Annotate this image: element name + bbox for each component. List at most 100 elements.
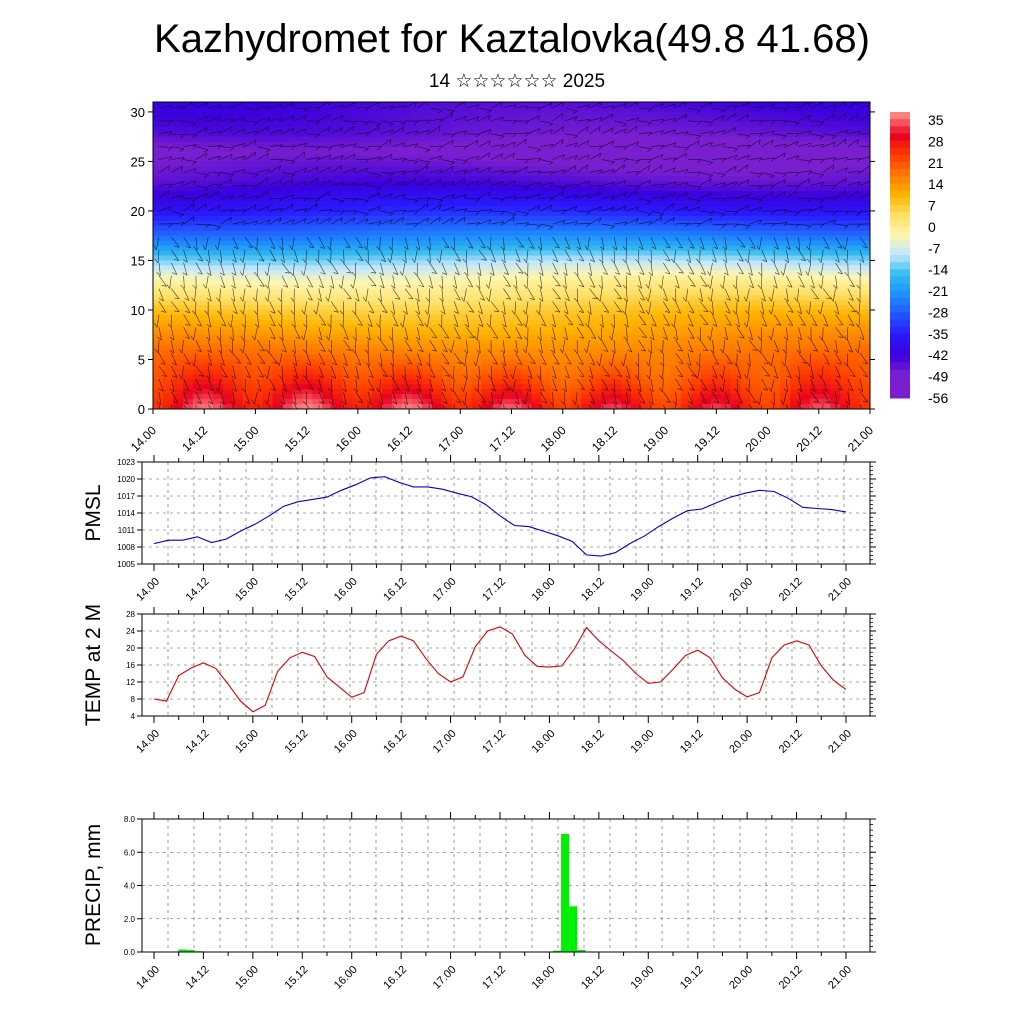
heatmap-cell <box>621 126 632 133</box>
heatmap-cell <box>431 191 443 197</box>
heatmap-cell <box>800 285 811 291</box>
heatmap-cell <box>690 235 702 242</box>
heatmap-cell <box>561 339 572 346</box>
heatmap-cell <box>531 106 542 113</box>
heatmap-cell <box>192 146 204 153</box>
heatmap-cell <box>153 309 164 316</box>
heatmap-cell <box>660 399 672 405</box>
heatmap-cell <box>621 171 632 177</box>
heatmap-cell <box>621 131 632 138</box>
heatmap-cell <box>680 339 692 346</box>
heatmap-cell <box>860 374 870 380</box>
wind-barb <box>589 102 602 109</box>
heatmap-cell <box>780 344 791 351</box>
heatmap-cell <box>531 260 542 266</box>
heatmap-cell <box>431 324 443 331</box>
heatmap-cell <box>730 354 742 361</box>
heatmap-cell <box>282 374 294 380</box>
heatmap-cell <box>760 339 772 346</box>
heatmap-cell <box>342 235 353 242</box>
heatmap-cell <box>531 275 542 281</box>
heatmap-cell <box>830 176 841 182</box>
heatmap-cell <box>212 141 224 148</box>
heatmap-cell <box>591 285 602 291</box>
heatmap-cell <box>382 205 393 212</box>
heatmap-cell <box>810 235 821 242</box>
wind-barb <box>281 115 295 122</box>
heatmap-cell <box>820 369 831 375</box>
heatmap-cell <box>690 305 702 311</box>
heatmap-cell <box>431 404 443 409</box>
heatmap-cell <box>750 260 762 266</box>
heatmap-cell <box>750 116 762 123</box>
heatmap-cell <box>222 384 234 390</box>
heatmap-cell <box>551 260 562 266</box>
heatmap-cell <box>322 235 333 242</box>
heatmap-cell <box>242 191 254 197</box>
heatmap-cell <box>680 364 692 370</box>
heatmap-cell <box>342 379 353 385</box>
heatmap-cell <box>511 334 523 341</box>
heatmap-cell <box>700 369 712 375</box>
wind-barb-flag <box>709 142 713 147</box>
heatmap-cell <box>162 329 174 336</box>
heatmap-cell <box>800 384 811 390</box>
heatmap-cell <box>850 404 861 409</box>
heatmap-cell <box>591 161 602 167</box>
heatmap-cell <box>421 245 433 252</box>
heatmap-cell <box>710 374 722 380</box>
heatmap-cell <box>840 121 851 128</box>
heatmap-cell <box>242 255 254 262</box>
heatmap-cell <box>511 181 523 187</box>
heatmap-cell <box>172 354 184 361</box>
heatmap-cell <box>272 404 284 409</box>
heatmap-cell <box>631 349 642 356</box>
heatmap-cell <box>272 260 284 266</box>
heatmap-cell <box>650 270 662 276</box>
heatmap-cell <box>441 205 453 212</box>
heatmap-cell <box>172 136 184 143</box>
heatmap-cell <box>511 106 523 113</box>
heatmap-cell <box>202 314 214 321</box>
heatmap-cell <box>631 329 642 336</box>
heatmap-cell <box>302 280 313 286</box>
heatmap-cell <box>202 290 214 296</box>
heatmap-cell <box>401 344 413 351</box>
heatmap-cell <box>820 334 831 341</box>
heatmap-cell <box>611 389 622 395</box>
heatmap-cell <box>640 300 652 306</box>
heatmap-cell <box>581 106 592 113</box>
heatmap-cell <box>252 102 264 108</box>
heatmap-cell <box>690 186 702 192</box>
heatmap-cell <box>531 295 542 301</box>
heatmap-cell <box>392 280 403 286</box>
heatmap-cell <box>860 171 870 177</box>
heatmap-cell <box>810 136 821 143</box>
heatmap-cell <box>392 250 403 257</box>
heatmap-cell <box>312 260 323 266</box>
heatmap-cell <box>182 181 194 187</box>
heatmap-cell <box>780 329 791 336</box>
heatmap-cell <box>362 250 373 257</box>
heatmap-cell <box>292 369 303 375</box>
heatmap-cell <box>571 176 582 182</box>
heatmap-cell <box>660 364 672 370</box>
heatmap-cell <box>800 181 811 187</box>
heatmap-cell <box>810 364 821 370</box>
heatmap-cell <box>660 121 672 128</box>
heatmap-cell <box>680 290 692 296</box>
heatmap-cell <box>551 235 562 242</box>
heatmap-cell <box>392 171 403 177</box>
heatmap-cell <box>551 319 562 326</box>
heatmap-cell <box>770 191 781 197</box>
heatmap-cell <box>461 126 473 133</box>
heatmap-cell <box>481 240 493 247</box>
heatmap-cell <box>262 230 274 237</box>
heatmap-cell <box>521 126 533 133</box>
heatmap-cell <box>212 374 224 380</box>
heatmap-cell <box>202 136 214 143</box>
heatmap-cell <box>521 270 533 276</box>
wind-barb-flag <box>660 130 664 135</box>
heatmap-cell <box>571 399 582 405</box>
heatmap-cell <box>710 151 722 158</box>
